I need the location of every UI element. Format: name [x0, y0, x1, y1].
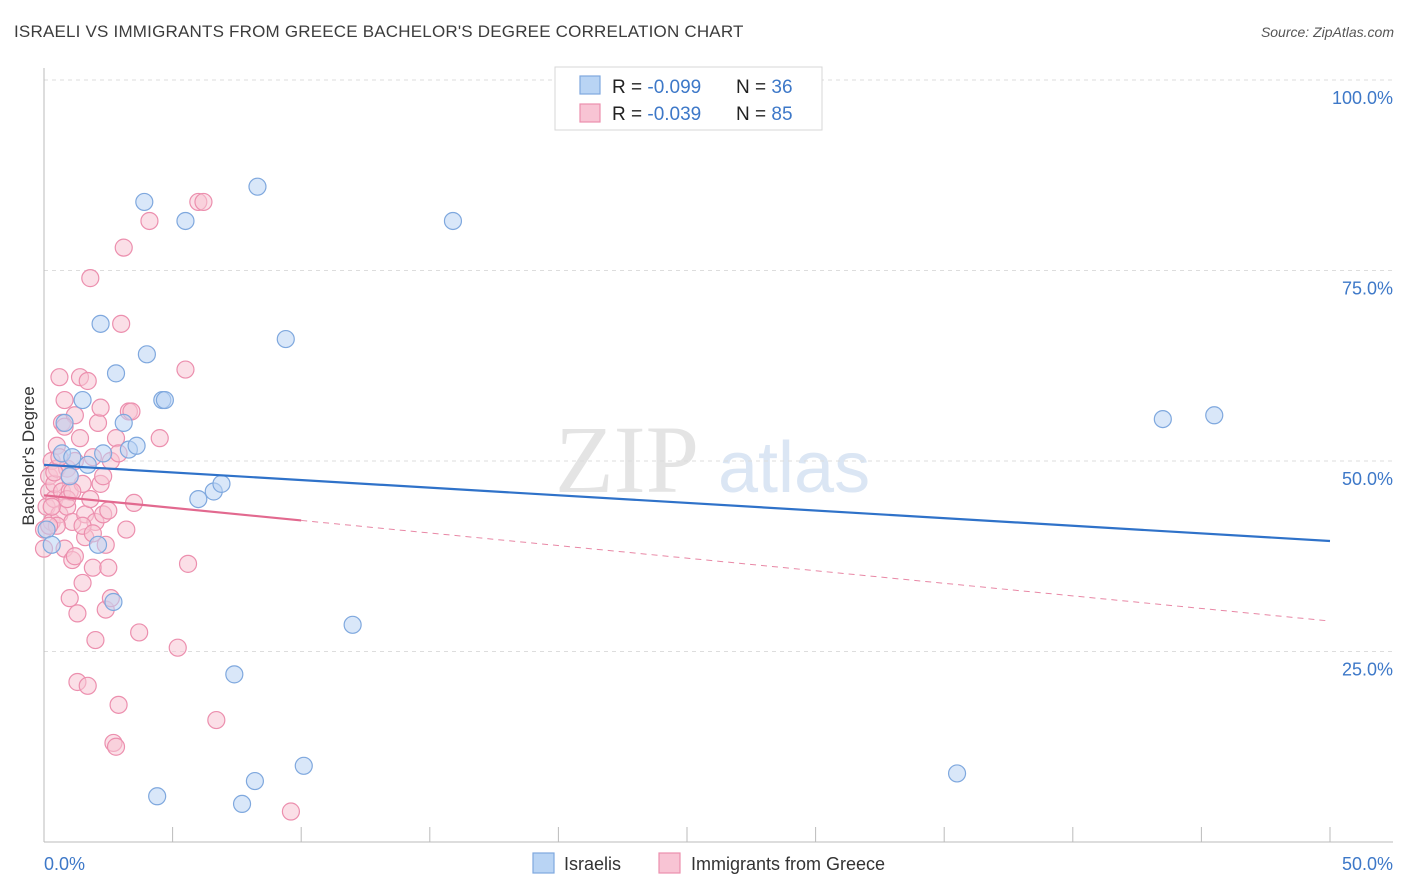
greece-point[interactable]	[117, 520, 136, 539]
israelis-point[interactable]	[63, 448, 82, 467]
greece-point[interactable]	[114, 238, 133, 257]
israelis-point[interactable]	[42, 535, 61, 554]
stats-israelis-r: -0.099	[647, 77, 701, 98]
israelis-point[interactable]	[91, 314, 110, 333]
legend-greece-label[interactable]: Immigrants from Greece	[691, 854, 885, 874]
israelis-point[interactable]	[1153, 409, 1172, 429]
israelis-point[interactable]	[73, 390, 92, 410]
greece-point[interactable]	[83, 558, 102, 577]
y-tick-label: 100.0%	[1332, 88, 1393, 108]
israelis-point[interactable]	[155, 390, 174, 410]
greece-point[interactable]	[281, 802, 301, 821]
israelis-point[interactable]	[94, 444, 113, 463]
greece-point[interactable]	[86, 630, 105, 650]
greece-point[interactable]	[68, 604, 87, 623]
greece-point[interactable]	[42, 497, 61, 516]
greece-point[interactable]	[176, 360, 195, 379]
greece-trend-line	[43, 494, 302, 522]
israelis-point[interactable]	[137, 345, 156, 364]
x-ticks	[43, 827, 1331, 842]
israelis-point[interactable]	[37, 520, 56, 539]
israelis-point[interactable]	[1205, 406, 1224, 425]
israelis-trend-line	[43, 463, 1331, 543]
legend-israelis-swatch[interactable]	[532, 852, 555, 874]
israelis-point[interactable]	[343, 615, 362, 634]
y-axis-title: Bachelor's Degree	[19, 386, 38, 525]
israelis-point[interactable]	[104, 592, 123, 612]
trend-lines	[43, 463, 1331, 622]
legend: Israelis Immigrants from Greece	[532, 852, 885, 874]
greece-point[interactable]	[94, 467, 113, 486]
greece-point[interactable]	[99, 501, 118, 520]
greece-point[interactable]	[60, 589, 79, 608]
israelis-point[interactable]	[135, 192, 154, 212]
israelis-point[interactable]	[78, 455, 97, 474]
greece-point[interactable]	[168, 638, 187, 657]
israelis-point[interactable]	[232, 794, 252, 814]
greece-point[interactable]	[91, 398, 110, 417]
y-tick-label: 75.0%	[1342, 279, 1393, 299]
greece-point[interactable]	[88, 413, 108, 432]
israelis-point[interactable]	[88, 535, 108, 554]
israelis-point[interactable]	[245, 771, 265, 791]
greece-point[interactable]	[65, 547, 84, 566]
greece-point[interactable]	[112, 314, 131, 333]
israelis-points	[37, 177, 1224, 814]
greece-point[interactable]	[207, 710, 226, 730]
x-tick-label-max: 50.0%	[1342, 854, 1393, 874]
y-tick-label: 25.0%	[1342, 660, 1393, 680]
greece-point[interactable]	[78, 371, 97, 391]
greece-point[interactable]	[178, 554, 198, 573]
y-tick-labels: 25.0% 50.0% 75.0% 100.0%	[1332, 88, 1393, 680]
stats-israelis-n: N = 36	[736, 77, 793, 98]
greece-point[interactable]	[78, 676, 97, 695]
stats-box: R = -0.099 N = 36 R = -0.039 N = 85	[554, 66, 823, 131]
israelis-point[interactable]	[60, 467, 79, 486]
greece-point[interactable]	[109, 695, 128, 714]
legend-greece-swatch[interactable]	[658, 852, 681, 874]
gridlines	[44, 79, 1393, 652]
israelis-point[interactable]	[189, 490, 208, 509]
x-tick-label-min: 0.0%	[44, 854, 85, 874]
stats-greece-swatch	[579, 103, 601, 123]
israelis-point[interactable]	[947, 764, 967, 783]
stats-row-greece: R = -0.039	[612, 104, 701, 125]
israelis-point[interactable]	[294, 756, 313, 775]
israelis-point[interactable]	[212, 474, 231, 493]
greece-point[interactable]	[81, 269, 100, 288]
watermark-zip: ZIP	[555, 406, 699, 513]
greece-point[interactable]	[150, 429, 169, 448]
chart-title: ISRAELI VS IMMIGRANTS FROM GREECE BACHEL…	[14, 22, 744, 41]
stats-greece-n: N = 85	[736, 104, 793, 125]
israelis-point[interactable]	[248, 177, 267, 196]
israelis-point[interactable]	[106, 364, 126, 383]
legend-israelis-label[interactable]: Israelis	[564, 854, 621, 874]
y-tick-label: 50.0%	[1342, 469, 1393, 489]
stats-israelis-swatch	[579, 75, 601, 95]
axes	[43, 68, 1393, 843]
greece-point[interactable]	[194, 192, 213, 212]
israelis-point[interactable]	[114, 413, 133, 432]
source-credit: Source: ZipAtlas.com	[1260, 24, 1394, 40]
israelis-point[interactable]	[55, 413, 74, 432]
israelis-point[interactable]	[276, 329, 295, 349]
greece-point[interactable]	[70, 429, 90, 448]
greece-point[interactable]	[50, 368, 69, 387]
greece-point[interactable]	[140, 211, 159, 231]
greece-point[interactable]	[130, 623, 149, 642]
israelis-point[interactable]	[176, 211, 195, 231]
israelis-point[interactable]	[443, 211, 463, 231]
israelis-point[interactable]	[225, 665, 244, 684]
stats-row-israelis: R = -0.099	[612, 77, 701, 98]
israelis-point[interactable]	[127, 436, 146, 455]
greece-point[interactable]	[55, 390, 74, 410]
watermark-atlas: atlas	[718, 428, 870, 508]
greece-point[interactable]	[99, 558, 118, 577]
israelis-point[interactable]	[148, 787, 167, 806]
greece-point[interactable]	[73, 573, 92, 593]
stats-greece-r: -0.039	[647, 104, 701, 125]
greece-trend-line-extension	[301, 519, 1331, 622]
greece-point[interactable]	[106, 737, 126, 756]
